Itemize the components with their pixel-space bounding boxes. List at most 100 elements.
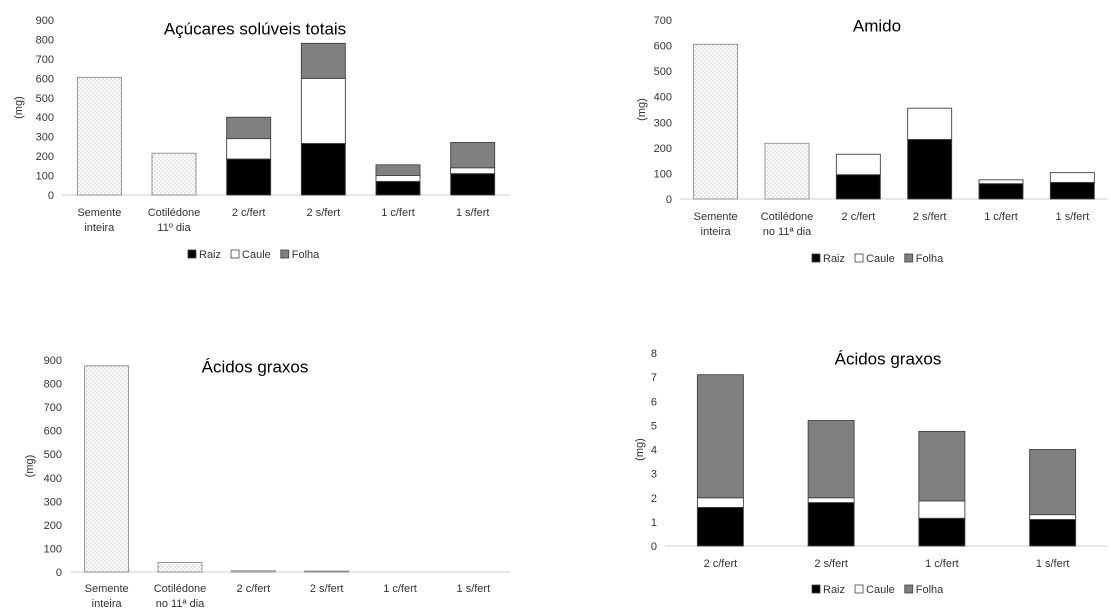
legend-label: Folha (916, 584, 944, 596)
x-tick-label: 2 c/fert (237, 583, 271, 595)
bar-segment-folha (300, 42, 346, 79)
x-tick-label: 1 c/fert (383, 583, 417, 595)
x-tick-label: 1 c/fert (925, 558, 959, 570)
y-tick-label: 300 (36, 132, 54, 144)
chart-1: Açúcares solúveis totais (mg) 0 100 200 300 40… (13, 15, 510, 261)
x-tick-label: 2 c/fert (232, 207, 266, 219)
bar-segment-raiz (978, 183, 1024, 200)
chart-title: Açúcares solúveis totais (164, 19, 346, 38)
legend: Raiz Caule Folha (811, 253, 944, 265)
x-tick-label: 1 s/fert (1036, 558, 1070, 570)
legend-swatch-caule (854, 253, 864, 263)
y-tick-label: 0 (48, 190, 54, 202)
y-tick-label: 4 (651, 445, 657, 457)
bar-segment-raiz (918, 517, 966, 547)
bar-segment-raiz (696, 506, 744, 547)
legend-swatch-caule (854, 584, 864, 594)
x-tick-label: 2 s/fert (310, 583, 344, 595)
bar-segment-caule (907, 107, 953, 140)
y-tick-label: 200 (44, 520, 62, 532)
y-tick-label: 0 (56, 567, 62, 579)
y-tick-label: 300 (44, 496, 62, 508)
y-tick-label: 200 (36, 151, 54, 163)
bar-segment-folha (918, 430, 966, 502)
bar-segment-caule (1029, 514, 1077, 520)
y-tick-label: 700 (654, 15, 672, 27)
x-tick-label: Cotilédone 11º dia (148, 207, 201, 234)
bar-segment-caule (226, 138, 272, 160)
x-tick-label: 1 s/fert (1056, 211, 1090, 223)
legend-swatch-folha (280, 249, 290, 259)
y-axis-label: (mg) (634, 438, 646, 461)
x-tick-label: Cotilédone no 11ª dia (154, 583, 207, 610)
bar-segment-folha (375, 164, 421, 177)
legend-swatch-raiz (811, 253, 821, 263)
bar-segment-caule (375, 175, 421, 182)
y-tick-label: 400 (654, 92, 672, 104)
y-tick-label: 5 (651, 420, 657, 432)
legend-label: Raiz (199, 249, 221, 261)
legend-swatch-raiz (187, 249, 197, 259)
bar-segment-caule (918, 500, 966, 519)
bar-segment-caule (450, 167, 496, 175)
bar-whole-seed (151, 152, 197, 196)
chart-3: Ácidos graxos (mg) 0 100 200 300 400 500 600 700 8… (24, 355, 510, 610)
bar-segment-raiz (300, 143, 346, 196)
legend-label: Folha (292, 249, 320, 261)
x-tick-label: Cotilédone no 11ª dia (761, 211, 814, 238)
legend-label: Folha (916, 253, 944, 265)
legend-swatch-folha (904, 584, 914, 594)
x-tick-label: 1 c/fert (984, 211, 1018, 223)
chart-4: Ácidos graxos (mg) 0 1 2 3 4 5 6 7 8 2 c/fert 2 s/fe… (634, 348, 1108, 596)
bar-segment-caule (1049, 172, 1095, 183)
bar-segment-caule (835, 153, 881, 176)
y-tick-label: 500 (44, 449, 62, 461)
bar-segment-raiz (1029, 519, 1077, 547)
legend-label: Caule (866, 584, 895, 596)
bar-segment-raiz (1049, 181, 1095, 200)
legend-label: Caule (866, 253, 895, 265)
y-tick-label: 7 (651, 372, 657, 384)
chart-2: Amido (mg) 0 100 200 300 400 500 600 700 Semente in… (636, 15, 1108, 265)
legend-swatch-caule (230, 249, 240, 259)
x-tick-label: Semente inteira (85, 583, 129, 610)
y-tick-label: 100 (36, 171, 54, 183)
bar-segment-caule (978, 179, 1024, 185)
bar-whole-seed (157, 562, 203, 573)
x-tick-label: 2 s/fert (814, 558, 848, 570)
y-tick-label: 100 (44, 543, 62, 555)
bar-segment-folha (696, 374, 744, 499)
y-tick-label: 1 (651, 517, 657, 529)
y-tick-label: 800 (44, 379, 62, 391)
bar-segment-caule (300, 77, 346, 144)
bar-segment-raiz (226, 158, 272, 196)
bar-segment-raiz (375, 180, 421, 196)
y-tick-label: 8 (651, 348, 657, 360)
x-tick-label: 2 s/fert (307, 207, 341, 219)
y-axis-label: (mg) (13, 96, 25, 119)
y-tick-label: 300 (654, 117, 672, 129)
bar-whole-seed (76, 76, 122, 196)
x-tick-label: 2 c/fert (842, 211, 876, 223)
x-tick-label: 1 c/fert (381, 207, 415, 219)
bar-segment-raiz (907, 138, 953, 200)
x-tick-label: 2 c/fert (704, 558, 738, 570)
y-axis-label: (mg) (636, 98, 648, 121)
y-tick-label: 900 (36, 15, 54, 27)
y-tick-label: 0 (666, 194, 672, 206)
bar-segment-folha (1029, 449, 1077, 516)
y-tick-label: 900 (44, 355, 62, 367)
y-tick-label: 2 (651, 493, 657, 505)
y-tick-label: 800 (36, 34, 54, 46)
y-tick-label: 400 (36, 112, 54, 124)
y-tick-label: 6 (651, 396, 657, 408)
legend-label: Caule (242, 249, 271, 261)
bar-whole-seed (693, 43, 739, 200)
y-tick-label: 600 (654, 41, 672, 53)
x-tick-label: 1 s/fert (457, 583, 491, 595)
y-tick-label: 200 (654, 143, 672, 155)
y-tick-label: 3 (651, 469, 657, 481)
y-tick-label: 500 (654, 66, 672, 78)
legend: Raiz Caule Folha (811, 584, 944, 596)
